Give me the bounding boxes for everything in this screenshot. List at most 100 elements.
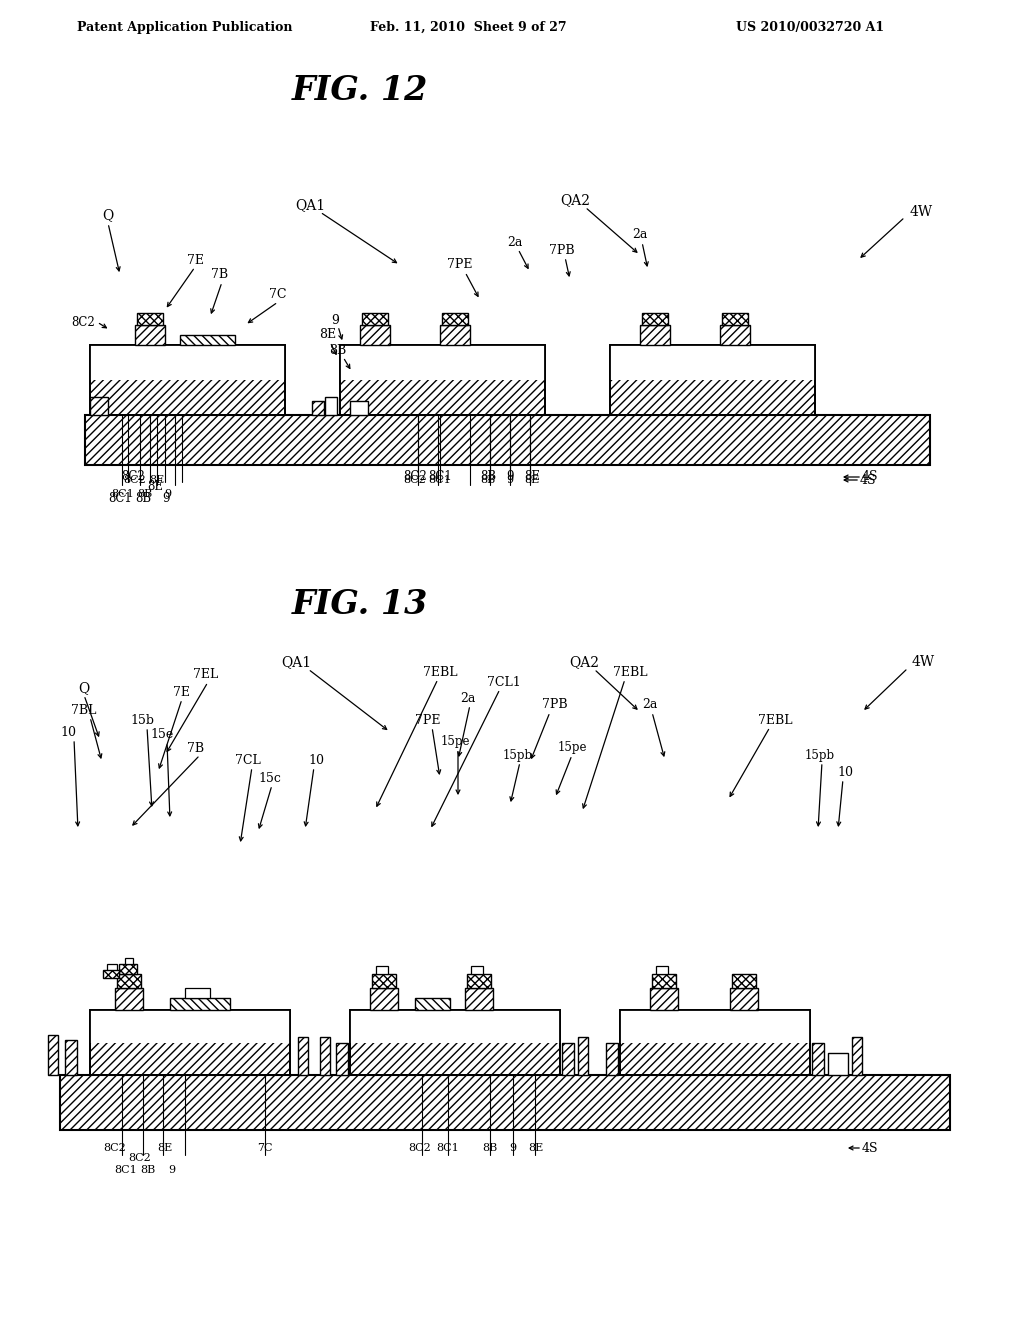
Bar xyxy=(137,313,163,325)
Text: 7EBL: 7EBL xyxy=(423,665,458,678)
Text: 7C: 7C xyxy=(257,1143,272,1152)
Text: 15b: 15b xyxy=(130,714,154,726)
Text: 8B: 8B xyxy=(482,1143,498,1152)
Bar xyxy=(828,1053,848,1074)
Text: 4W: 4W xyxy=(910,205,933,219)
Text: 9: 9 xyxy=(506,470,514,483)
Text: 7EBL: 7EBL xyxy=(612,665,647,678)
Text: 2a: 2a xyxy=(461,692,476,705)
Bar xyxy=(652,974,676,987)
Text: 9: 9 xyxy=(331,314,339,326)
Bar xyxy=(125,958,133,964)
Bar xyxy=(650,987,678,1010)
Text: FIG. 12: FIG. 12 xyxy=(292,74,428,107)
Text: 7EBL: 7EBL xyxy=(758,714,793,726)
Text: 9: 9 xyxy=(162,491,170,504)
Bar xyxy=(620,1010,810,1074)
Text: 8C2: 8C2 xyxy=(409,1143,431,1152)
Text: 8E: 8E xyxy=(147,480,163,494)
Bar xyxy=(350,1010,560,1074)
Text: 8B: 8B xyxy=(135,491,152,504)
Bar xyxy=(119,964,137,974)
Text: 9: 9 xyxy=(165,488,172,499)
Text: 7PB: 7PB xyxy=(549,243,574,256)
Bar xyxy=(610,345,815,380)
Bar xyxy=(732,974,756,987)
Text: 8B: 8B xyxy=(480,470,496,483)
Bar xyxy=(85,414,930,465)
Text: 4W: 4W xyxy=(912,655,935,669)
Text: 4S: 4S xyxy=(862,470,879,483)
Text: 8C1: 8C1 xyxy=(112,488,134,499)
Bar xyxy=(60,1074,950,1130)
Bar xyxy=(471,966,483,974)
Text: 10: 10 xyxy=(308,754,324,767)
Text: 8C2: 8C2 xyxy=(72,315,95,329)
Text: 15pb: 15pb xyxy=(805,748,835,762)
Text: Q: Q xyxy=(102,209,114,222)
Bar xyxy=(90,1010,290,1043)
Bar xyxy=(117,974,141,987)
Bar xyxy=(115,987,143,1010)
Bar xyxy=(103,970,119,978)
Text: 8C2: 8C2 xyxy=(403,470,427,483)
Bar xyxy=(340,345,545,414)
Text: 7B: 7B xyxy=(211,268,228,281)
Text: 15pe: 15pe xyxy=(557,742,587,755)
Bar xyxy=(722,313,748,325)
Bar xyxy=(620,1010,810,1074)
Bar xyxy=(350,1010,560,1043)
Bar xyxy=(90,345,285,380)
Text: US 2010/0032720 A1: US 2010/0032720 A1 xyxy=(736,21,884,33)
Bar xyxy=(106,964,117,972)
Bar xyxy=(340,345,545,380)
Text: 8C2: 8C2 xyxy=(403,475,426,484)
Text: 2a: 2a xyxy=(642,698,657,711)
Bar xyxy=(135,325,165,345)
Text: 8C1: 8C1 xyxy=(109,491,132,504)
Bar xyxy=(65,1040,77,1074)
Text: 8B: 8B xyxy=(330,343,347,356)
Text: 8E: 8E xyxy=(158,1143,173,1152)
Bar xyxy=(170,998,230,1010)
Text: 8C1: 8C1 xyxy=(436,1143,460,1152)
Text: 15pb: 15pb xyxy=(503,748,534,762)
Text: 8E: 8E xyxy=(528,1143,544,1152)
Text: 8C2: 8C2 xyxy=(103,1143,126,1152)
Text: 7EL: 7EL xyxy=(194,668,219,681)
Bar xyxy=(610,345,815,414)
Bar xyxy=(852,1038,862,1074)
Text: 15pe: 15pe xyxy=(440,735,470,748)
Text: 7PB: 7PB xyxy=(542,698,568,711)
Bar xyxy=(640,325,670,345)
Bar xyxy=(90,1010,290,1074)
Bar xyxy=(465,987,493,1010)
Bar xyxy=(656,966,668,974)
Text: 7C: 7C xyxy=(269,289,287,301)
Bar xyxy=(606,1043,618,1074)
Bar xyxy=(812,1043,824,1074)
Text: 9: 9 xyxy=(509,1143,516,1152)
Bar xyxy=(90,345,285,414)
Bar xyxy=(336,1043,348,1074)
Bar xyxy=(730,987,758,1010)
Text: 15c: 15c xyxy=(259,771,282,784)
Text: 7PE: 7PE xyxy=(447,259,473,272)
Text: 8B: 8B xyxy=(137,488,153,499)
Text: Q: Q xyxy=(79,681,90,696)
Text: 7E: 7E xyxy=(186,253,204,267)
Bar xyxy=(578,1038,588,1074)
Text: 2a: 2a xyxy=(632,228,648,242)
Text: 7CL: 7CL xyxy=(236,754,261,767)
Text: 8C2: 8C2 xyxy=(121,470,144,483)
Text: 10: 10 xyxy=(837,766,853,779)
Text: 7E: 7E xyxy=(173,685,190,698)
Bar xyxy=(325,397,337,414)
Text: 8C2: 8C2 xyxy=(124,475,146,484)
Text: 8C1: 8C1 xyxy=(428,470,452,483)
Text: 8B: 8B xyxy=(140,1166,156,1175)
Bar xyxy=(370,987,398,1010)
Bar xyxy=(350,401,368,414)
Bar xyxy=(642,313,668,325)
Text: 7BL: 7BL xyxy=(72,704,96,717)
